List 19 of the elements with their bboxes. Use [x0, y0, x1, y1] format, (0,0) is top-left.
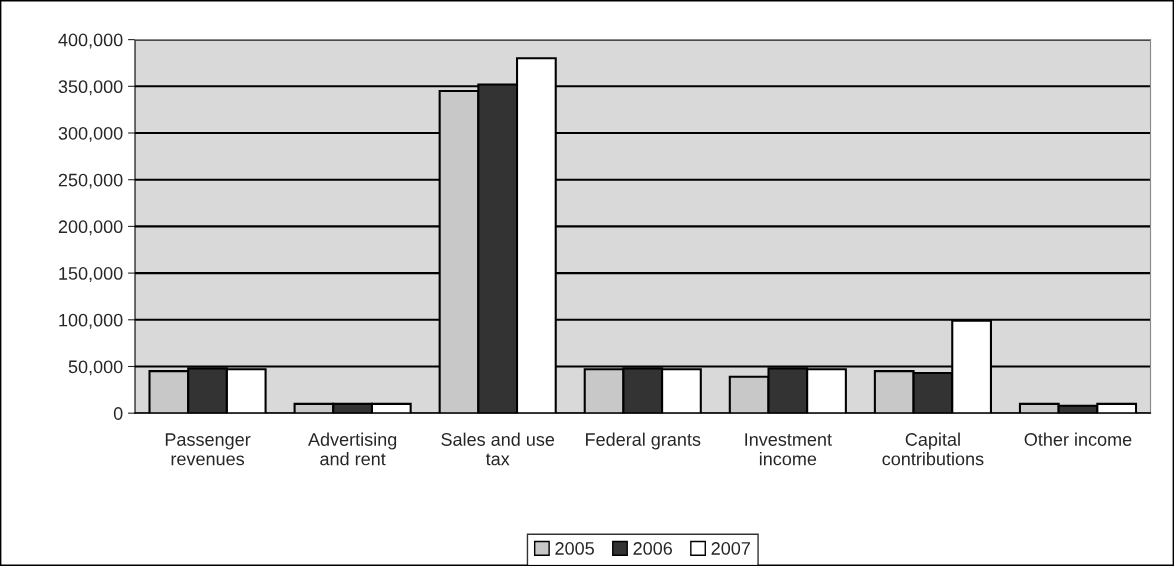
y-tick-label: 50,000 [68, 360, 123, 376]
x-tick-label: Passenger revenues [165, 433, 251, 466]
y-tick-label: 150,000 [59, 267, 123, 282]
y-tick-label: 0 [113, 407, 123, 420]
legend-label: 2005 [555, 542, 594, 555]
y-tick-label: 100,000 [59, 313, 123, 329]
x-tick-label: Sales and use tax [441, 432, 555, 466]
x-tick-label: Investment income [745, 433, 832, 466]
x-tick-label: Other income [1024, 432, 1132, 446]
y-tick-label: 300,000 [58, 126, 123, 142]
y-tick-label: 400,000 [58, 33, 123, 49]
x-tick-label: Capital contributions [882, 432, 984, 466]
legend-label: 2006 [633, 542, 672, 555]
y-tick-label: 250,000 [58, 173, 123, 189]
y-tick-label: 350,000 [58, 80, 123, 96]
y-tick-label: 200,000 [58, 220, 123, 236]
legend-label: 2007 [711, 542, 750, 555]
x-tick-label: Federal grants [586, 432, 701, 450]
x-tick-label: Advertising and rent [308, 432, 397, 466]
